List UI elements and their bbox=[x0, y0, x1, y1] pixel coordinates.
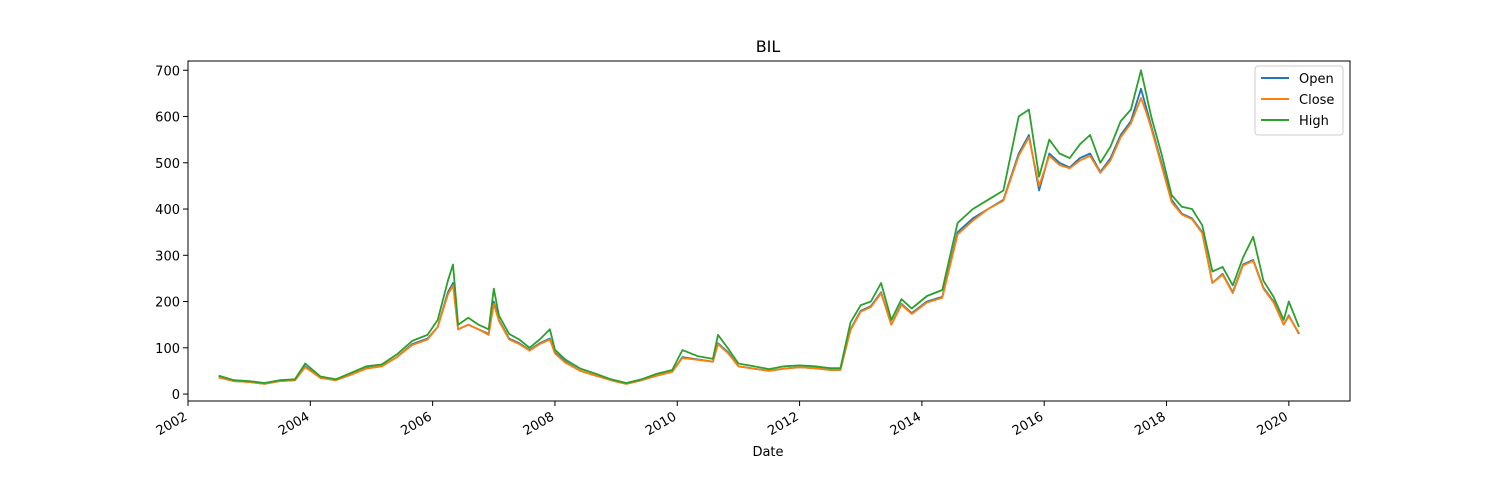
x-tick-label: 2006 bbox=[398, 409, 434, 439]
series-line-high bbox=[218, 69, 1300, 384]
legend-label-open: Open bbox=[1299, 72, 1334, 87]
y-tick-label: 700 bbox=[155, 64, 180, 79]
legend-box bbox=[1254, 65, 1344, 136]
x-tick-label: 2016 bbox=[1010, 409, 1046, 439]
legend-label-close: Close bbox=[1299, 93, 1334, 108]
y-tick-label: 500 bbox=[155, 157, 180, 172]
x-tick-label: 2004 bbox=[276, 409, 312, 439]
legend-label-high: High bbox=[1299, 114, 1329, 129]
y-tick-label: 200 bbox=[155, 296, 180, 311]
y-axis: 0 100 200 300 400 500 600 700 bbox=[155, 64, 188, 403]
x-tick-label: 2008 bbox=[521, 409, 557, 439]
series-layer bbox=[218, 69, 1300, 385]
chart-title: BIL bbox=[756, 37, 781, 56]
legend: Open Close High bbox=[1254, 65, 1344, 136]
series-line-open bbox=[218, 87, 1300, 385]
x-tick-label: 2020 bbox=[1255, 409, 1291, 439]
y-tick-label: 100 bbox=[155, 342, 180, 357]
x-axis-label: Date bbox=[752, 445, 783, 460]
x-tick-label: 2002 bbox=[154, 409, 190, 439]
x-tick-label: 2014 bbox=[888, 409, 924, 439]
y-tick-label: 0 bbox=[172, 388, 180, 403]
x-axis: 2002 2004 2006 2008 2010 2012 2014 2016 2018 2020 bbox=[154, 401, 1291, 439]
x-tick-label: 2010 bbox=[643, 409, 679, 439]
y-tick-label: 400 bbox=[155, 203, 180, 218]
y-tick-label: 600 bbox=[155, 111, 180, 126]
series-line-close bbox=[218, 97, 1300, 385]
x-tick-label: 2018 bbox=[1132, 409, 1168, 439]
y-tick-label: 300 bbox=[155, 249, 180, 264]
plot-frame bbox=[187, 60, 1351, 402]
x-tick-label: 2012 bbox=[765, 409, 801, 439]
